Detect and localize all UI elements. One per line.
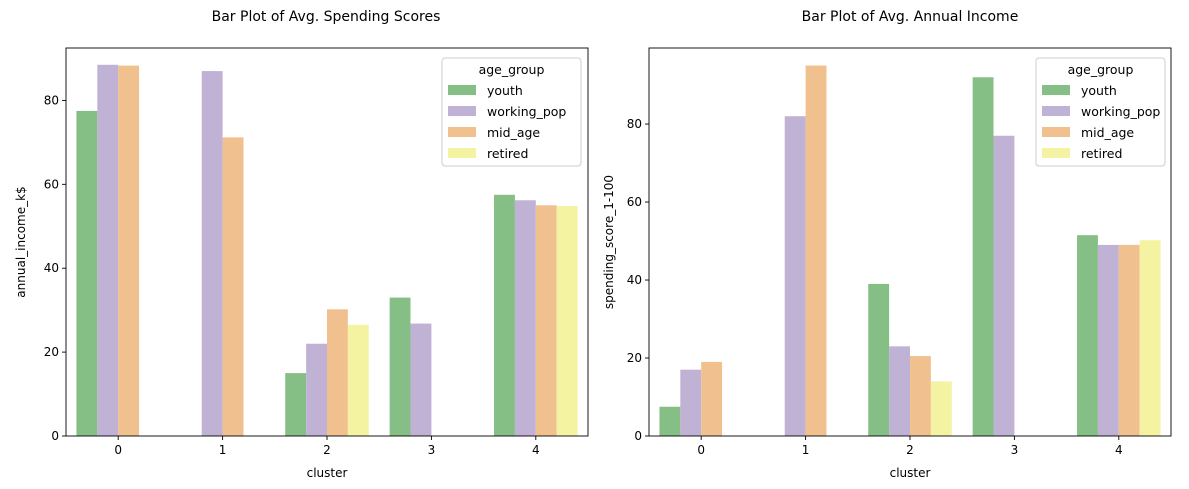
legend-box: [441, 57, 582, 167]
legend-label-mid_age: mid_age: [1081, 125, 1134, 140]
y-tick-label: 60: [627, 195, 642, 209]
bar-youth-cluster-0: [659, 406, 681, 436]
x-tick-label: 1: [802, 443, 810, 457]
chart-left: Bar Plot of Avg. Spending Scores 0 20 40 60…: [14, 9, 589, 480]
y-tick-label: 20: [627, 351, 642, 365]
bar-working_pop-cluster-1: [784, 116, 806, 437]
legend-label-retired: retired: [1081, 146, 1122, 161]
legend-swatch-working_pop: [1042, 106, 1070, 116]
legend-swatch-retired: [1042, 148, 1070, 158]
legend-label-working_pop: working_pop: [487, 104, 566, 119]
bar-chart-annual-income: 0 20 40 60 80 0 1 2 3 4 cluster annual_income_k$ age…: [14, 47, 589, 480]
bar-retired-cluster-2: [347, 324, 369, 436]
legend-swatch-youth: [448, 85, 476, 95]
bar-chart-spending-score: 0 20 40 60 80 0 1 2 3 4 cluster spending_score_1-10…: [602, 47, 1172, 480]
bar-youth-cluster-2: [868, 283, 890, 436]
legend-label-mid_age: mid_age: [487, 125, 540, 140]
bar-working_pop-cluster-4: [514, 200, 536, 436]
bar-mid_age-cluster-2: [327, 309, 348, 436]
legend-title: age_group: [479, 62, 545, 77]
x-axis-label: cluster: [890, 466, 931, 480]
x-tick-label: 3: [428, 443, 436, 457]
x-axis-label: cluster: [307, 466, 348, 480]
x-tick-label: 2: [323, 443, 331, 457]
bar-mid_age-cluster-0: [701, 361, 723, 436]
bar-working_pop-cluster-2: [889, 346, 910, 436]
bar-youth-cluster-3: [972, 77, 994, 436]
bar-working_pop-cluster-1: [201, 71, 223, 436]
bar-youth-cluster-0: [76, 110, 98, 437]
y-tick-label: 80: [44, 93, 59, 107]
y-tick-label: 20: [44, 345, 59, 359]
legend-swatch-youth: [1042, 85, 1070, 95]
x-tick-label: 0: [114, 443, 122, 457]
bar-working_pop-cluster-3: [993, 135, 1015, 437]
legend-swatch-working_pop: [448, 106, 476, 116]
bar-mid_age-cluster-1: [805, 65, 827, 437]
x-tick-label: 1: [219, 443, 227, 457]
y-tick-label: 0: [51, 429, 59, 443]
bar-working_pop-cluster-0: [97, 64, 119, 436]
y-axis-label: spending_score_1-100: [602, 175, 616, 309]
y-axis-label: annual_income_k$: [14, 186, 28, 297]
x-tick-label: 0: [697, 443, 705, 457]
y-tick-label: 40: [627, 273, 642, 287]
bar-mid_age-cluster-4: [1118, 244, 1140, 436]
y-tick-label: 80: [627, 117, 642, 131]
bar-youth-cluster-2: [285, 373, 307, 436]
legend-label-working_pop: working_pop: [1081, 104, 1160, 119]
bar-retired-cluster-4: [1139, 240, 1161, 436]
bar-retired-cluster-2: [930, 381, 952, 436]
bar-working_pop-cluster-2: [306, 343, 327, 436]
legend-swatch-retired: [448, 148, 476, 158]
bar-working_pop-cluster-3: [410, 323, 432, 436]
legend-label-retired: retired: [487, 146, 528, 161]
y-tick-label: 60: [44, 177, 59, 191]
chart-right: Bar Plot of Avg. Annual Income 0 20 40 60 80…: [595, 0, 1189, 489]
bar-retired-cluster-4: [556, 206, 578, 436]
bar-mid_age-cluster-2: [910, 356, 931, 436]
legend-swatch-mid_age: [1042, 127, 1070, 137]
chart-title: Bar Plot of Avg. Annual Income: [801, 9, 1019, 25]
bar-youth-cluster-4: [1077, 235, 1098, 436]
x-tick-label: 2: [906, 443, 914, 457]
legend-label-youth: youth: [487, 83, 523, 98]
bar-youth-cluster-3: [389, 297, 411, 436]
legend-title: age_group: [1068, 62, 1134, 77]
legend-label-youth: youth: [1081, 83, 1117, 98]
x-tick-label: 4: [1115, 443, 1123, 457]
bar-youth-cluster-4: [494, 194, 515, 436]
x-tick-label: 3: [1011, 443, 1019, 457]
x-tick-label: 4: [532, 443, 540, 457]
bar-mid_age-cluster-0: [118, 65, 140, 437]
bar-mid_age-cluster-1: [222, 137, 244, 436]
y-tick-label: 0: [634, 429, 642, 443]
legend-swatch-mid_age: [448, 127, 476, 137]
bar-working_pop-cluster-4: [1097, 244, 1119, 436]
chart-title: Bar Plot of Avg. Spending Scores: [211, 9, 441, 25]
bar-working_pop-cluster-0: [680, 369, 702, 436]
y-tick-label: 40: [44, 261, 59, 275]
bar-mid_age-cluster-4: [535, 205, 557, 436]
